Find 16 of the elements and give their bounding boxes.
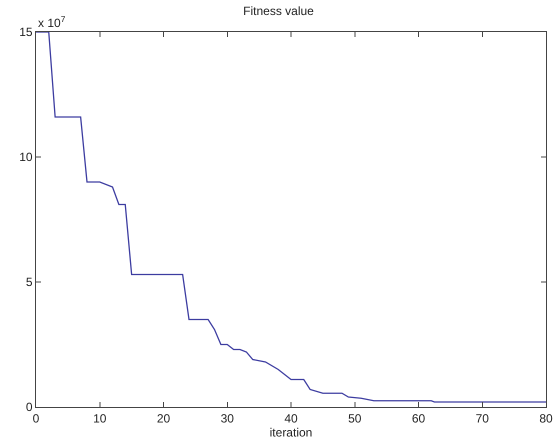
y-tick-label: 15 — [19, 25, 33, 40]
y-tick-label: 10 — [19, 150, 33, 164]
x-axis-title: iteration — [270, 425, 312, 440]
x-tick-label: 30 — [220, 411, 234, 426]
chart-title: Fitness value — [243, 4, 314, 18]
x-tick-label: 70 — [476, 411, 490, 426]
x-tick-label: 80 — [539, 411, 553, 426]
x-tick-label: 20 — [156, 411, 170, 426]
x-tick-label: 60 — [412, 411, 426, 426]
y-tick-label: 5 — [26, 275, 33, 290]
text: x 10$^{7}$ — [38, 14, 66, 30]
x-tick-label: 50 — [348, 411, 362, 426]
x-tick-label: 10 — [93, 411, 107, 426]
line-series — [36, 32, 546, 403]
x-tick-label: 40 — [284, 411, 298, 426]
y-tick-label: 0 — [26, 400, 33, 414]
